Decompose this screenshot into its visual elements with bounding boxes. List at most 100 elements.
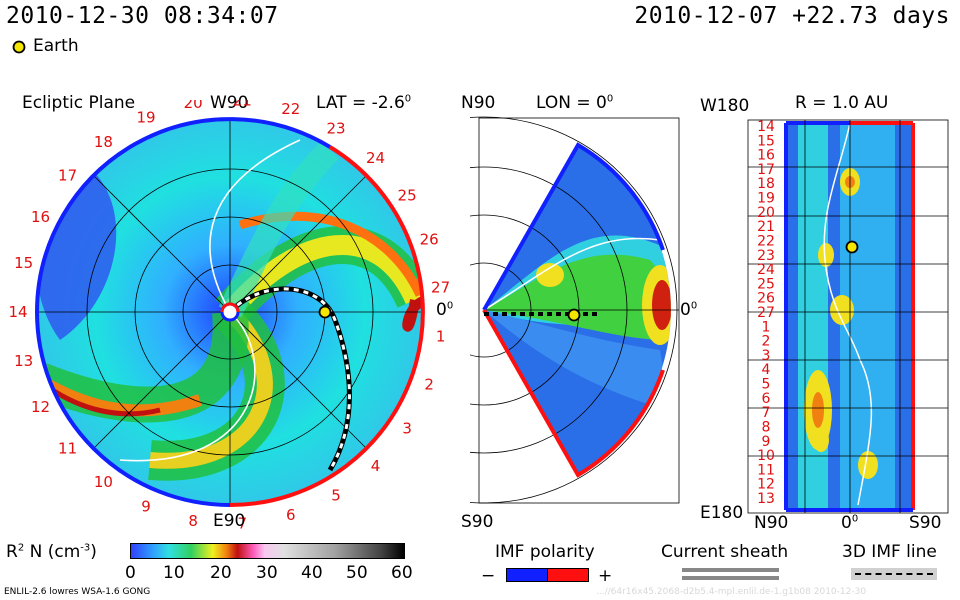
ecliptic-bottom-label: E90 [213, 511, 246, 531]
ecliptic-ring-number: 8 [188, 512, 198, 530]
meridional-bottom-label: S90 [461, 512, 494, 532]
ecliptic-ring-number: 22 [281, 100, 300, 118]
radial-bottom-n90: N90 [754, 513, 789, 533]
radial-rotation-number: 27 [757, 305, 775, 321]
radial-rotation-number: 20 [757, 205, 775, 221]
ecliptic-top-label: W90 [210, 93, 249, 113]
earth-legend-label: Earth [33, 36, 79, 56]
current-sheath-swatch-2 [682, 576, 779, 580]
ecliptic-ring-number: 12 [31, 398, 50, 416]
radial-rotation-number: 17 [757, 162, 775, 178]
radial-rotation-number: 2 [762, 334, 771, 350]
ecliptic-ring-number: 25 [398, 187, 417, 205]
earth-marker [318, 305, 332, 319]
run-id: ...//64r16x45.2068-d2b5.4-mpl.enlil.de-1… [596, 587, 867, 597]
radial-rotation-number: 13 [757, 491, 775, 507]
ecliptic-ring-number: 19 [136, 108, 155, 126]
colorbar [130, 543, 405, 559]
colorbar-tick-30: 30 [256, 563, 278, 583]
radial-rotation-number: 26 [757, 291, 775, 307]
colorbar-tick-60: 60 [391, 563, 413, 583]
radial-plot: 1415161718192021222324252627123456789101… [747, 119, 949, 514]
ecliptic-ring-number: 23 [326, 119, 345, 137]
ecliptic-ring-number: 17 [58, 167, 77, 185]
radial-bottom-left-label: E180 [700, 503, 744, 523]
polarity-minus-label: − [481, 566, 496, 586]
ecliptic-ring-number: 1 [436, 328, 446, 346]
radial-rotation-number: 4 [762, 362, 771, 378]
radial-rotation-number: 6 [762, 391, 771, 407]
ecliptic-ring-number: 13 [14, 352, 33, 370]
colorbar-tick-20: 20 [210, 563, 232, 583]
radial-top-left-label: W180 [700, 96, 750, 116]
ecliptic-ring-number: 2 [424, 376, 434, 394]
radial-title: R = 1.0 AU [795, 93, 889, 113]
radial-rotation-number: 8 [762, 420, 771, 436]
ecliptic-ring-number: 9 [141, 498, 151, 516]
radial-rotation-number: 16 [757, 148, 775, 164]
radial-rotation-number: 22 [757, 234, 775, 250]
reference-time-label: 2010-12-07 +22.73 days [634, 3, 950, 29]
imf-line-label: 3D IMF line [842, 542, 937, 562]
ecliptic-title: Ecliptic Plane [22, 93, 136, 113]
polarity-plus-label: + [598, 566, 613, 586]
ecliptic-ring-number: 5 [331, 487, 341, 505]
radial-rotation-number: 24 [757, 262, 775, 278]
ecliptic-lat-label: LAT = -2.60 [316, 93, 412, 113]
ecliptic-ring-number: 20 [184, 100, 203, 112]
ecliptic-ring-number: 21 [233, 100, 252, 109]
radial-rotation-number: 19 [757, 191, 775, 207]
ecliptic-ring-number: 3 [402, 420, 412, 438]
ecliptic-ring-number: 6 [286, 506, 296, 524]
polarity-positive-swatch [547, 568, 589, 582]
ecliptic-ring-number: 10 [94, 473, 113, 491]
radial-bottom-zero: 00 [841, 513, 859, 533]
radial-earth-marker [845, 240, 859, 254]
ecliptic-ring-number: 27 [431, 278, 450, 296]
ecliptic-ring-number: 4 [371, 457, 381, 475]
current-sheath-swatch-1 [682, 568, 779, 572]
meridional-top-label: N90 [461, 93, 496, 113]
ecliptic-ring-number: 7 [238, 515, 248, 533]
ecliptic-ring-number: 24 [366, 149, 385, 167]
ecliptic-ring-number: 14 [8, 303, 27, 321]
radial-rotation-number: 14 [757, 119, 775, 135]
ecliptic-ring-number: 16 [31, 208, 50, 226]
imf-line-swatch [851, 568, 937, 580]
colorbar-tick-10: 10 [163, 563, 185, 583]
colorbar-tick-0: 0 [125, 563, 136, 583]
colorbar-tick-50: 50 [346, 563, 368, 583]
current-sheath-label: Current sheath [661, 542, 789, 562]
datetime-label: 2010-12-30 08:34:07 [6, 3, 279, 29]
meridional-lon-label: LON = 00 [536, 93, 614, 113]
radial-rotation-number: 15 [757, 133, 775, 149]
radial-rotation-number: 3 [762, 348, 771, 364]
radial-rotation-number: 10 [757, 448, 775, 464]
radial-rotation-number: 25 [757, 276, 775, 292]
radial-rotation-number: 9 [762, 434, 771, 450]
radial-rotation-number: 1 [762, 319, 771, 335]
earth-legend-icon [12, 39, 26, 54]
ecliptic-ring-number: 18 [94, 133, 113, 151]
meridional-plot [470, 116, 680, 504]
colorbar-label: R2 N (cm-3) [6, 542, 97, 562]
colorbar-tick-40: 40 [301, 563, 323, 583]
radial-rotation-number: 11 [757, 462, 775, 478]
model-info: ENLIL-2.6 lowres WSA-1.6 GONG [4, 587, 151, 597]
radial-rotation-number: 5 [762, 377, 771, 393]
radial-rotation-number: 21 [757, 219, 775, 235]
radial-bottom-s90: S90 [909, 513, 942, 533]
radial-rotation-number: 12 [757, 477, 775, 493]
ecliptic-right-label: 00 [436, 300, 454, 320]
radial-rotation-number: 23 [757, 248, 775, 264]
ecliptic-ring-number: 26 [420, 231, 439, 249]
imf-polarity-label: IMF polarity [495, 542, 595, 562]
meridional-earth-marker [567, 308, 581, 322]
polarity-negative-swatch [506, 568, 548, 582]
ecliptic-ring-number: 15 [14, 254, 33, 272]
radial-rotation-number: 7 [762, 405, 771, 421]
meridional-right-label: 00 [680, 300, 698, 320]
ecliptic-ring-number: 11 [58, 439, 77, 457]
radial-rotation-number: 18 [757, 176, 775, 192]
